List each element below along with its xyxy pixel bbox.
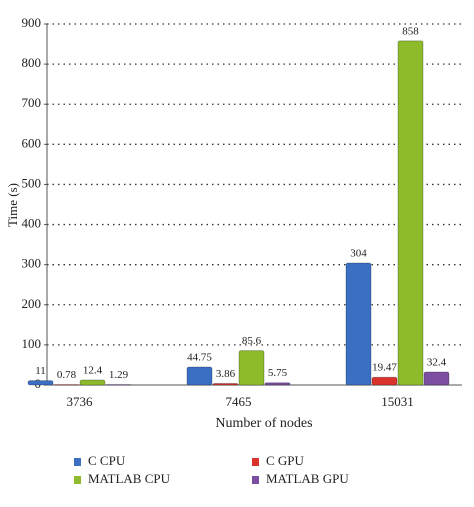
bar — [371, 376, 398, 386]
legend-label: MATLAB CPU — [88, 471, 171, 486]
x-tick-label: 15031 — [381, 394, 414, 409]
y-tick-label: 700 — [22, 95, 42, 110]
bar — [186, 366, 213, 386]
legend-swatch — [74, 458, 81, 466]
value-label: 44.75 — [187, 352, 212, 364]
y-tick-label: 500 — [22, 175, 42, 190]
value-label: 304 — [350, 248, 367, 260]
legend-swatch — [252, 476, 259, 484]
bar — [264, 382, 291, 386]
y-axis-title: Time (s) — [5, 183, 20, 227]
value-label: 3.86 — [216, 368, 236, 380]
x-tick-label: 3736 — [67, 394, 94, 409]
bar — [79, 379, 106, 386]
bar — [212, 382, 239, 386]
legend-label: C CPU — [88, 453, 126, 468]
legend-swatch — [74, 476, 81, 484]
value-label: 19.47 — [372, 362, 397, 374]
bar — [423, 371, 450, 386]
legend-swatch — [252, 458, 259, 466]
value-label: 1.29 — [109, 369, 129, 381]
value-label: 85.6 — [242, 335, 262, 347]
x-axis-title: Number of nodes — [215, 416, 312, 431]
value-label: 0.78 — [57, 369, 77, 381]
bar — [345, 262, 372, 386]
y-tick-label: 400 — [22, 216, 42, 231]
y-tick-label: 200 — [22, 296, 42, 311]
y-tick-label: 300 — [22, 256, 42, 271]
bar — [397, 40, 424, 386]
value-label: 11 — [35, 365, 46, 377]
y-tick-label: 600 — [22, 135, 42, 150]
value-label: 32.4 — [427, 357, 447, 369]
value-label: 858 — [402, 25, 419, 37]
bar — [27, 380, 54, 386]
value-label: 12.4 — [83, 365, 103, 377]
y-tick-label: 900 — [22, 15, 42, 30]
bar — [105, 383, 132, 386]
y-tick-label: 100 — [22, 336, 42, 351]
bar — [238, 350, 265, 386]
value-label: 5.75 — [268, 367, 288, 379]
legend-label: C GPU — [266, 453, 305, 468]
legend-label: MATLAB GPU — [266, 471, 349, 486]
y-tick-label: 800 — [22, 55, 42, 70]
x-tick-label: 7465 — [226, 394, 252, 409]
